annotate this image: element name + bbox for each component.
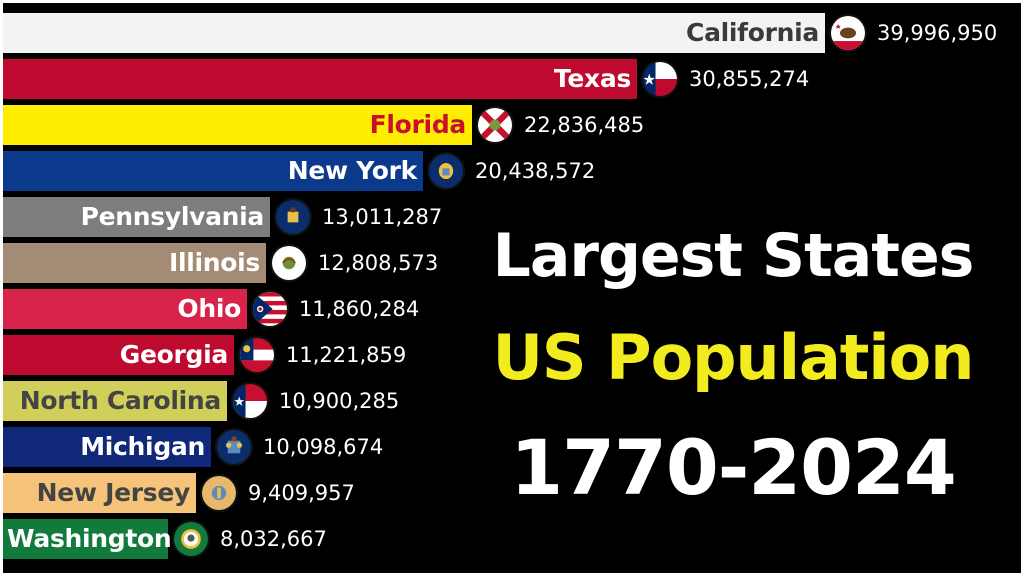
value-label-pennsylvania: 13,011,287 bbox=[322, 205, 443, 229]
new-york-flag-icon bbox=[427, 152, 465, 190]
bar-label-texas: Texas bbox=[553, 64, 631, 93]
pennsylvania-flag-icon bbox=[274, 198, 312, 236]
bar-label-new-jersey: New Jersey bbox=[36, 478, 191, 507]
value-label-illinois: 12,808,573 bbox=[318, 251, 439, 275]
value-label-new-jersey: 9,409,957 bbox=[248, 481, 355, 505]
bar-label-washington: Washington bbox=[7, 524, 172, 553]
new-jersey-flag-icon bbox=[200, 474, 238, 512]
georgia-flag-icon bbox=[238, 336, 276, 374]
bar-label-georgia: Georgia bbox=[119, 340, 229, 369]
value-label-california: 39,996,950 bbox=[877, 21, 998, 45]
value-label-georgia: 11,221,859 bbox=[286, 343, 407, 367]
value-label-michigan: 10,098,674 bbox=[263, 435, 384, 459]
bar-new-jersey bbox=[3, 473, 196, 513]
chart-title-line-3: 1770-2024 bbox=[510, 423, 957, 512]
texas-flag-icon bbox=[641, 60, 679, 98]
north-carolina-flag-icon bbox=[231, 382, 269, 420]
bar-label-illinois: Illinois bbox=[168, 248, 260, 277]
value-label-washington: 8,032,667 bbox=[220, 527, 327, 551]
value-label-north-carolina: 10,900,285 bbox=[279, 389, 400, 413]
bar-label-ohio: Ohio bbox=[177, 294, 241, 323]
value-label-new-york: 20,438,572 bbox=[475, 159, 596, 183]
bar-label-north-carolina: North Carolina bbox=[19, 386, 222, 415]
bar-texas bbox=[3, 59, 637, 99]
bar-label-michigan: Michigan bbox=[80, 432, 205, 461]
bar-washington bbox=[3, 519, 168, 559]
bar-label-california: California bbox=[686, 18, 819, 47]
california-flag-icon bbox=[829, 14, 867, 52]
chart-title-line-2: US Population bbox=[492, 321, 975, 394]
chart-title-line-1: Largest States bbox=[492, 221, 975, 291]
value-label-florida: 22,836,485 bbox=[524, 113, 645, 137]
bar-label-pennsylvania: Pennsylvania bbox=[80, 202, 265, 231]
bar-label-new-york: New York bbox=[287, 156, 418, 185]
bar-north-carolina bbox=[3, 381, 227, 421]
bar-georgia bbox=[3, 335, 234, 375]
value-label-ohio: 11,860,284 bbox=[299, 297, 420, 321]
illinois-flag-icon bbox=[270, 244, 308, 282]
bar-illinois bbox=[3, 243, 266, 283]
bar-new-york bbox=[3, 151, 423, 191]
bar-ohio bbox=[3, 289, 247, 329]
ohio-flag-icon bbox=[251, 290, 289, 328]
michigan-flag-icon bbox=[215, 428, 253, 466]
bar-florida bbox=[3, 105, 472, 145]
value-label-texas: 30,855,274 bbox=[689, 67, 810, 91]
bar-chart: California 39,996,950 Texas 30,855,274 Flori… bbox=[3, 3, 1021, 573]
bar-california bbox=[3, 13, 825, 53]
florida-flag-icon bbox=[476, 106, 514, 144]
washington-flag-icon bbox=[172, 520, 210, 558]
bar-pennsylvania bbox=[3, 197, 270, 237]
bar-michigan bbox=[3, 427, 211, 467]
bar-label-florida: Florida bbox=[369, 110, 467, 139]
